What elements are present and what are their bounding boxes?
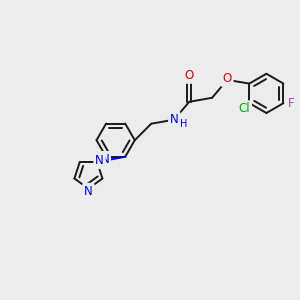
Text: N: N bbox=[84, 184, 93, 198]
Text: Cl: Cl bbox=[239, 102, 250, 115]
Text: N: N bbox=[95, 154, 104, 167]
Text: O: O bbox=[223, 72, 232, 85]
Text: N: N bbox=[170, 113, 178, 126]
Text: H: H bbox=[180, 119, 187, 129]
Text: O: O bbox=[184, 69, 194, 82]
Text: F: F bbox=[287, 97, 294, 110]
Text: N: N bbox=[100, 153, 109, 166]
